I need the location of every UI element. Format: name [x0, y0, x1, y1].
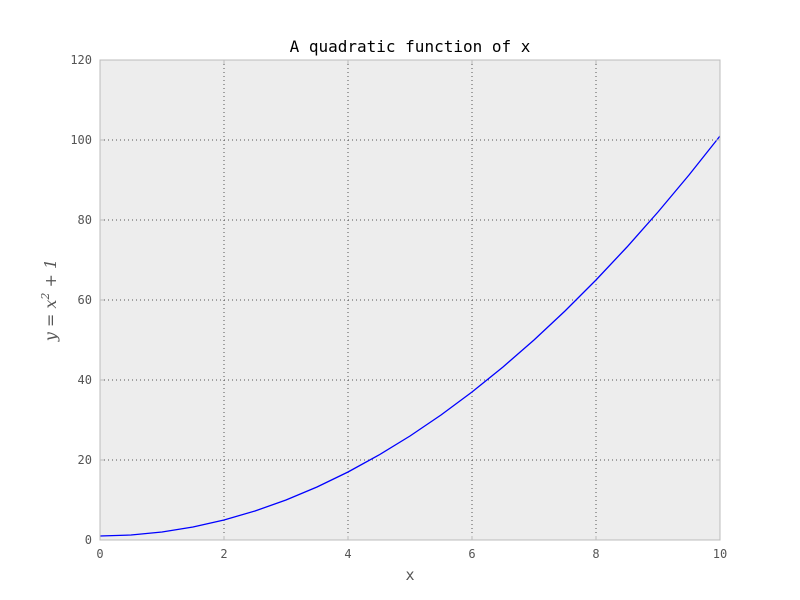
- series-line: [99, 135, 721, 537]
- x-axis-label: x: [405, 566, 414, 584]
- x-tick-label: 2: [220, 547, 227, 561]
- chart-title: A quadratic function of x: [290, 37, 531, 56]
- y-tick-label: 120: [70, 53, 92, 67]
- y-tick-label: 0: [85, 533, 92, 547]
- y-axis-label-prefix: y = x: [41, 300, 60, 343]
- grid: [100, 60, 720, 540]
- y-tick-label: 20: [78, 453, 92, 467]
- y-axis-label-superscript: 2: [39, 293, 52, 301]
- x-tick-label: 8: [592, 547, 599, 561]
- x-tick-label: 6: [468, 547, 475, 561]
- y-axis-tick-labels: 0 20 40 60 80 100 120: [70, 53, 92, 547]
- y-tick-label: 100: [70, 133, 92, 147]
- y-tick-label: 80: [78, 213, 92, 227]
- y-axis-label-suffix: + 1: [41, 259, 60, 293]
- series-layer: [99, 135, 721, 537]
- x-tick-label: 4: [344, 547, 351, 561]
- y-tick-label: 60: [78, 293, 92, 307]
- x-tick-label: 10: [713, 547, 727, 561]
- x-tick-label: 0: [96, 547, 103, 561]
- tick-marks: [99, 59, 721, 541]
- x-axis-tick-labels: 0 2 4 6 8 10: [96, 547, 727, 561]
- y-tick-label: 40: [78, 373, 92, 387]
- y-axis-label: y = x2 + 1: [39, 259, 60, 342]
